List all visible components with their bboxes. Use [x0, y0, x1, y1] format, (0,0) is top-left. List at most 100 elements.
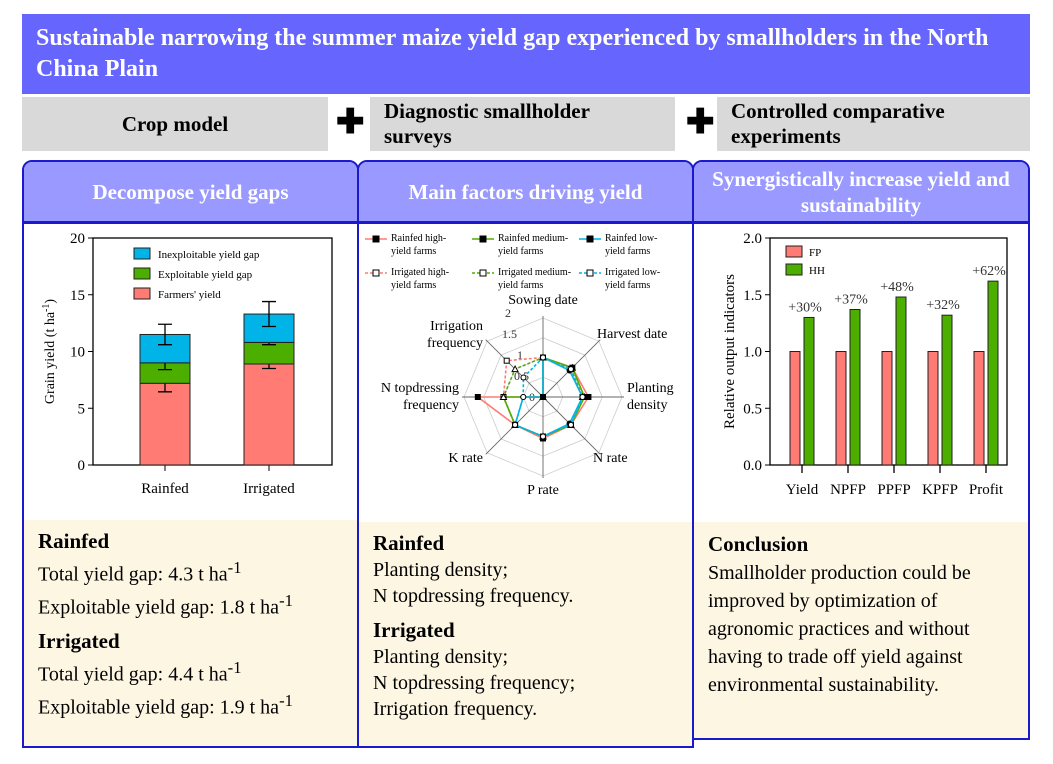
legend-label: Irrigated high-yield farms [391, 267, 449, 291]
panel-yield-gaps: Decompose yield gaps 0 5 10 15 20 Grain yield… [22, 160, 359, 748]
y-tick-label: 20 [70, 231, 85, 247]
legend-label: Exploitable yield gap [158, 269, 253, 281]
panel-header: Synergistically increase yield and susta… [694, 162, 1028, 224]
method-experiments: Controlled comparative experiments [717, 97, 1030, 151]
bar [849, 309, 861, 466]
bar [987, 280, 999, 466]
bar [835, 351, 847, 466]
text-line: Exploitable yield gap: 1.9 t ha [38, 696, 280, 719]
radar-point [503, 357, 510, 364]
bar [941, 314, 953, 466]
x-tick-label: Profit [969, 482, 1004, 498]
legend-label: Rainfed medium-yield farms [498, 233, 568, 257]
data-label: +48% [880, 280, 914, 295]
panel-main-factors: Main factors driving yield Sowing date Ha… [357, 160, 694, 748]
axis-label: N topdressing frequency [381, 381, 459, 413]
radar-point [499, 392, 508, 400]
legend-swatch [133, 267, 151, 280]
title-banner: Sustainable narrowing the summer maize y… [22, 14, 1030, 94]
legend-swatch [785, 263, 803, 276]
radar-point [520, 394, 527, 400]
method-surveys: Diagnostic smallholder surveys [370, 97, 675, 151]
bar-segment [243, 313, 295, 343]
radar-point [511, 365, 519, 373]
radar-chart: Sowing date Harvest date Planting density N … [365, 233, 674, 498]
text-line: Total yield gap: 4.4 t ha [38, 663, 228, 686]
bar [927, 351, 939, 466]
text-line: Total yield gap: 4.3 t ha [38, 563, 228, 586]
method-crop-model: Crop model [22, 97, 328, 151]
legend-swatch [133, 247, 151, 260]
unit-sup: -1 [227, 658, 242, 678]
y-tick-label: 2.0 [743, 231, 762, 247]
radar-point [567, 366, 574, 373]
text-line: Irrigation frequency. [373, 698, 538, 720]
bar [789, 351, 801, 466]
data-label: +32% [926, 298, 960, 313]
legend-label: Irrigated medium-yield farms [498, 267, 571, 291]
y-tick-label: 0 [78, 458, 86, 474]
r-tick-label: 1 [517, 348, 523, 362]
error-bar [262, 300, 276, 328]
y-tick-label: 0.0 [743, 458, 762, 474]
panel-synergy: Synergistically increase yield and susta… [692, 160, 1030, 740]
radar-point [512, 421, 519, 428]
bar-segment [139, 382, 191, 466]
bar-segment [243, 363, 295, 466]
axis-label: Harvest date [597, 327, 667, 342]
radar-point [540, 354, 546, 361]
bar [973, 351, 985, 466]
y-tick-label: 1.5 [743, 288, 762, 304]
x-tick-label: Rainfed [141, 481, 189, 497]
x-tick-label: Irrigated [243, 481, 295, 497]
radar-point [540, 433, 546, 440]
radar-point [540, 394, 546, 400]
relative-output-chart: 0.0 0.5 1.0 1.5 2.0 Relative output indicator… [722, 231, 1008, 498]
text-line: Planting density; [373, 646, 508, 668]
bar [803, 316, 815, 466]
yield-gap-chart: 0 5 10 15 20 Grain yield (t ha-1) Rainfed Irrig… [41, 231, 333, 497]
legend-label: Irrigated low-yield farms [605, 267, 660, 291]
panel-header: Main factors driving yield [359, 162, 692, 224]
x-tick-label: PPFP [877, 482, 910, 498]
axis-label: P rate [527, 483, 559, 498]
axis-label: Sowing date [508, 293, 578, 308]
y-tick-label: 1.0 [743, 345, 762, 361]
data-label: +30% [788, 300, 822, 315]
y-axis-label: Relative output indicators [722, 274, 738, 429]
r-tick-label: 1.5 [502, 327, 517, 341]
legend-swatch [133, 287, 151, 300]
y-tick-label: 10 [70, 345, 85, 361]
section-heading: Rainfed [38, 529, 110, 553]
section-heading: Conclusion [708, 532, 809, 556]
legend-marker [479, 269, 487, 277]
legend-marker [479, 235, 487, 243]
axis-label: N rate [593, 451, 628, 466]
x-tick-label: KPFP [922, 482, 958, 498]
section-heading: Irrigated [38, 629, 120, 654]
axis-label: K rate [448, 451, 483, 466]
legend-label: Farmers' yield [158, 289, 221, 301]
section-heading: Irrigated [373, 618, 455, 642]
data-label: +37% [834, 293, 868, 308]
y-tick-label: 0.5 [743, 401, 762, 417]
bar [881, 351, 893, 466]
axis-label: Irrigation frequency [427, 319, 483, 351]
radar-point [520, 374, 527, 381]
panel-footer: Rainfed Planting density; N topdressing … [359, 522, 692, 746]
panel-footer: Conclusion Smallholder production could … [694, 522, 1028, 738]
y-axis-label: Grain yield (t ha-1) [41, 299, 58, 404]
radar-point [567, 421, 574, 428]
axis-label: Planting density [627, 381, 674, 413]
legend-label: Rainfed low-yield farms [605, 233, 658, 257]
y-tick-label: 5 [78, 401, 86, 417]
r-tick-label: 2 [505, 306, 511, 320]
legend-label: Inexploitable yield gap [158, 249, 260, 261]
radar-point [474, 394, 481, 400]
unit-sup: -1 [227, 558, 242, 577]
legend-label: FP [809, 247, 821, 259]
bar-segment [243, 341, 295, 365]
legend-marker [372, 235, 380, 243]
bar [895, 296, 907, 466]
unit-sup: -1 [279, 690, 293, 710]
